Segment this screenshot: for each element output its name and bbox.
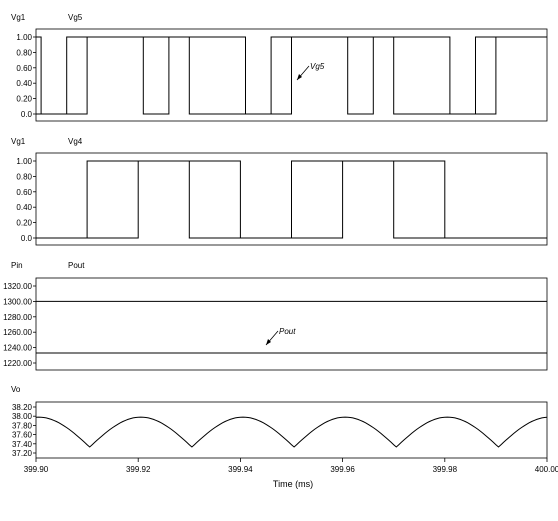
x-tick-label: 399.96 <box>330 465 355 474</box>
y-tick-label: 0.20 <box>16 95 32 104</box>
x-tick-label: 399.90 <box>24 465 49 474</box>
y-tick-label: 0.0 <box>21 110 33 119</box>
y-tick-label: 1300.00 <box>3 297 32 306</box>
y-tick-label: 1.00 <box>16 33 32 42</box>
panel-frame <box>35 28 548 122</box>
y-tick-label: 0.80 <box>16 48 32 57</box>
x-tick-label: 399.98 <box>433 465 458 474</box>
x-axis-label: Time (ms) <box>273 479 313 489</box>
annotation-label: Pout <box>279 327 296 336</box>
panel-frame <box>35 401 548 459</box>
series-line-vo <box>35 416 548 448</box>
legend-label: Vg4 <box>68 137 83 146</box>
y-tick-label: 37.80 <box>12 421 33 430</box>
y-tick-label: 1220.00 <box>3 359 32 368</box>
y-tick-label: 37.20 <box>12 449 33 458</box>
panel-frame <box>35 277 548 371</box>
x-tick-label: 400.00 <box>535 465 558 474</box>
y-tick-label: 1240.00 <box>3 344 32 353</box>
annotation-label: Vg5 <box>310 62 325 71</box>
y-tick-label: 37.60 <box>12 431 33 440</box>
legend-label: Vg1 <box>11 13 26 22</box>
series-line-vg4 <box>36 160 547 239</box>
y-tick-label: 0.80 <box>16 172 32 181</box>
legend-label: Pout <box>68 261 85 270</box>
y-tick-label: 0.40 <box>16 79 32 88</box>
legend-label: Vg1 <box>11 137 26 146</box>
panel-2: Vg1 Vg4 1.00 0.80 0.60 0.40 0.20 0.0 <box>11 137 548 246</box>
y-tick-label: 37.40 <box>12 440 33 449</box>
annotation-arrowhead <box>266 339 271 345</box>
y-tick-label: 0.60 <box>16 64 32 73</box>
y-tick-label: 1260.00 <box>3 328 32 337</box>
legend-label: Pin <box>11 261 23 270</box>
panel-3: Pin Pout 1320.00 1300.00 1280.00 1260.00 1240.… <box>3 261 548 371</box>
y-tick-label: 38.20 <box>12 403 33 412</box>
y-tick-label: 0.0 <box>21 234 33 243</box>
series-line-vg1 <box>36 36 547 115</box>
y-tick-label: 1.00 <box>16 157 32 166</box>
panel-frame <box>35 152 548 246</box>
x-tick-label: 399.94 <box>228 465 253 474</box>
y-tick-label: 1320.00 <box>3 282 32 291</box>
y-tick-label: 0.20 <box>16 219 32 228</box>
annotation-arrowhead <box>297 74 302 80</box>
y-tick-label: 0.40 <box>16 203 32 212</box>
series-line-vg5 <box>36 36 547 115</box>
legend-label: Vo <box>11 385 21 394</box>
y-tick-label: 1280.00 <box>3 313 32 322</box>
x-tick-label: 399.92 <box>126 465 151 474</box>
y-tick-label: 38.00 <box>12 412 33 421</box>
y-tick-label: 0.60 <box>16 188 32 197</box>
series-line-vg1 <box>36 160 547 239</box>
legend-label: Vg5 <box>68 13 83 22</box>
panel-1: Vg1 Vg5 1.00 0.80 0.60 0.40 0.20 0.0 Vg5 <box>11 13 548 122</box>
